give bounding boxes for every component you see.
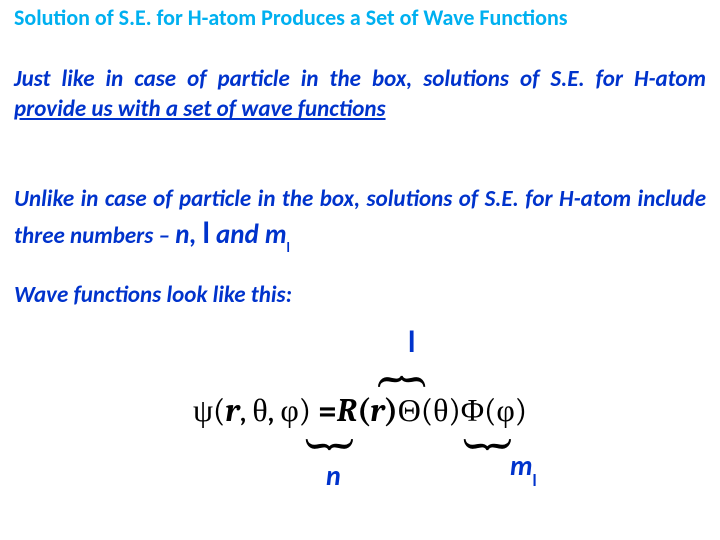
label-ml-sub: l [533, 470, 537, 491]
eq-Phr: ) [515, 392, 527, 429]
paragraph-1: Just like in case of particle in the box… [14, 64, 706, 125]
eq-rp: ) [299, 392, 318, 429]
p2-a: Unlike in case of particle in the box, s… [14, 185, 706, 250]
eq-phi: φ [280, 392, 298, 429]
brace-l: { [376, 369, 432, 391]
label-ml: ml [510, 448, 537, 487]
paragraph-3: Wave functions look like this: [14, 280, 706, 310]
brace-ml: { [457, 435, 513, 457]
slide-title: Solution of S.E. for H-atom Produces a S… [14, 4, 706, 32]
p1-text: Just like in case of particle in the box… [14, 65, 706, 93]
p2-l: l [203, 215, 210, 252]
eq-Rc: ) [385, 392, 398, 429]
eq-c1: , θ, [240, 392, 281, 429]
eq-equals: = [318, 392, 337, 429]
p1-underline: provide us with a set of wave functions [14, 95, 386, 123]
equation: ψ(r, θ, φ) =R(r)Θ(θ)Φ(φ) [0, 392, 720, 429]
paragraph-2: Unlike in case of particle in the box, s… [14, 184, 706, 254]
eq-Php: φ [496, 392, 514, 429]
label-l: l [408, 324, 415, 361]
eq-Rr: r [370, 392, 384, 429]
eq-Th: Θ [398, 392, 421, 429]
p2-and-m: and m [210, 218, 287, 251]
equation-area: ψ(r, θ, φ) =R(r)Θ(θ)Φ(φ) { l { n { ml [0, 330, 720, 530]
p2-ml-sub: l [287, 239, 290, 256]
p2-n: n, [175, 218, 202, 251]
eq-Tharg: (θ) [421, 392, 461, 429]
eq-Phl: ( [484, 392, 496, 429]
eq-Ph: Φ [461, 392, 484, 429]
brace-n: { [299, 435, 355, 457]
eq-lp: ( [213, 392, 225, 429]
eq-r: r [225, 392, 239, 429]
eq-psi: ψ [193, 392, 213, 429]
slide: Solution of S.E. for H-atom Produces a S… [0, 0, 720, 540]
eq-Rl: ( [357, 392, 370, 429]
eq-R: R [337, 392, 357, 429]
label-n: n [326, 458, 341, 493]
label-m: m [510, 448, 533, 483]
